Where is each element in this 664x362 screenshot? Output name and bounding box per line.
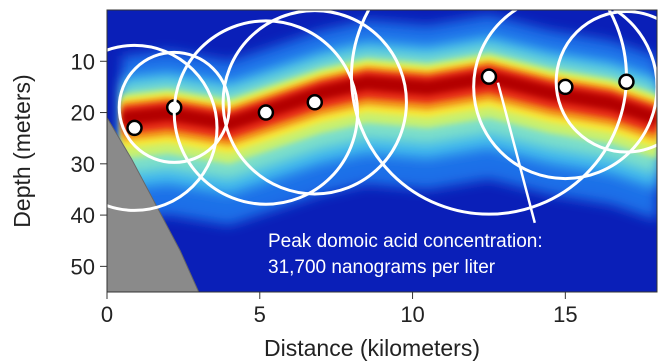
plot-area — [107, 10, 657, 292]
y-tick-label: 30 — [71, 152, 95, 177]
sample-radius-circle — [107, 43, 219, 212]
y-tick-label: 40 — [71, 203, 95, 228]
sample-point — [557, 78, 574, 96]
x-tick-label: 10 — [400, 302, 424, 327]
y-tick-label: 20 — [71, 101, 95, 126]
sample-point — [257, 104, 275, 121]
sample-point — [306, 94, 324, 111]
annotation-line-2: 31,700 nanograms per liter — [268, 257, 496, 278]
y-axis: 10 20 30 40 50 — [71, 49, 107, 279]
seafloor-area — [107, 116, 200, 292]
x-axis: 0 5 10 15 — [101, 292, 578, 327]
sample-point — [126, 119, 143, 137]
x-tick-label: 0 — [101, 302, 113, 327]
plot-frame — [106, 9, 658, 293]
annotation-line-1: Peak domoic acid concentration: — [268, 231, 543, 252]
y-tick-label: 50 — [71, 254, 95, 279]
sample-point — [618, 73, 635, 91]
x-tick-label: 15 — [553, 302, 577, 327]
sample-radius-circle — [221, 10, 408, 196]
x-axis-label: Distance (kilometers) — [264, 335, 480, 361]
y-tick-label: 10 — [71, 49, 95, 74]
concentration-band-8 — [122, 70, 657, 131]
sample-circles — [107, 10, 657, 216]
sample-radius-circle — [117, 50, 231, 164]
annotation-leader-line — [496, 82, 536, 224]
y-axis-label: Depth (meters) — [9, 74, 35, 227]
sample-point — [480, 68, 498, 85]
x-tick-label: 5 — [254, 302, 266, 327]
sample-radius-circle — [554, 10, 657, 154]
